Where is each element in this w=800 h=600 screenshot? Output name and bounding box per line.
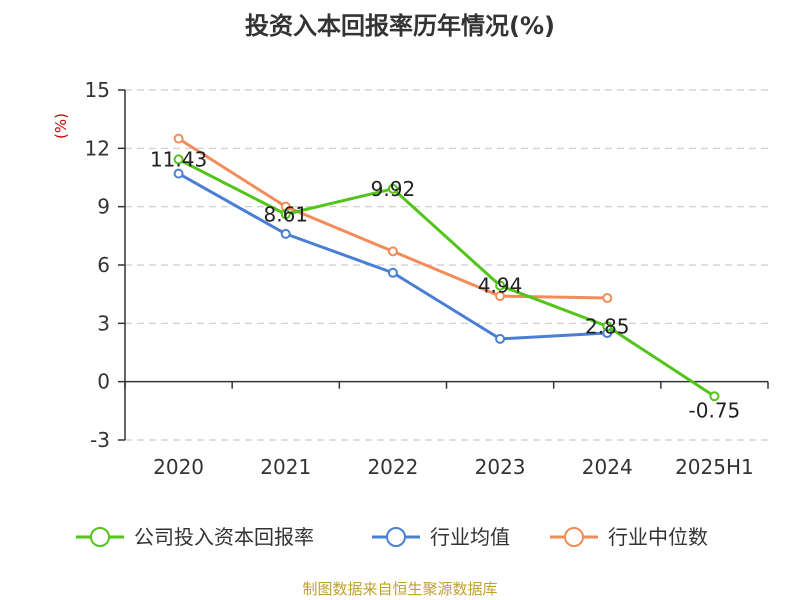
data-label: 9.92 xyxy=(371,177,416,201)
data-label: 2.85 xyxy=(585,314,630,338)
legend-item-0: 公司投入资本回报率 xyxy=(76,525,314,549)
legend-marker xyxy=(564,527,584,547)
legend-marker xyxy=(386,527,406,547)
x-tick-label: 2023 xyxy=(475,455,526,479)
series-0 xyxy=(173,154,720,402)
data-point xyxy=(709,391,720,402)
data-point xyxy=(387,183,398,194)
y-axis-label: (%) xyxy=(52,113,70,139)
data-point xyxy=(602,321,613,332)
data-point xyxy=(602,293,613,304)
x-tick-label: 2024 xyxy=(582,455,633,479)
series-1 xyxy=(173,168,613,344)
data-point xyxy=(280,209,291,220)
legend-label: 公司投入资本回报率 xyxy=(134,525,314,549)
data-label: -0.75 xyxy=(689,398,741,422)
data-labels: 11.43 8.61 9.92 4.94 2.85 -0.75 xyxy=(150,147,740,422)
x-tick-label: 2022 xyxy=(367,455,418,479)
chart-title: 投资入本回报率历年情况(%) xyxy=(245,12,555,40)
data-point xyxy=(387,246,398,257)
data-point xyxy=(173,133,184,144)
data-label: 8.61 xyxy=(263,202,308,226)
data-point xyxy=(495,280,506,291)
legend-item-1: 行业均值 xyxy=(372,525,510,549)
y-tick-label: -3 xyxy=(90,428,110,452)
source-note: 制图数据来自恒生聚源数据库 xyxy=(302,580,497,598)
y-tick-label: 6 xyxy=(97,253,110,277)
data-point xyxy=(495,291,506,302)
data-point xyxy=(495,333,506,344)
x-tick-label: 2025H1 xyxy=(675,455,754,479)
legend: 公司投入资本回报率 行业均值 行业中位数 xyxy=(76,525,708,549)
data-point xyxy=(387,267,398,278)
y-tick-label: 0 xyxy=(97,370,110,394)
series-line xyxy=(177,158,716,398)
y-tick-label: 12 xyxy=(85,136,110,160)
data-point xyxy=(173,168,184,179)
legend-label: 行业均值 xyxy=(430,525,510,549)
axes: 15 12 9 6 3 0 -3 2020 2021 2022 2023 2024 2025H1 xyxy=(85,78,769,479)
y-tick-label: 15 xyxy=(85,78,110,102)
data-label: 11.43 xyxy=(150,147,207,171)
legend-marker xyxy=(90,527,110,547)
y-tick-label: 3 xyxy=(97,311,110,335)
data-point xyxy=(280,228,291,239)
data-point xyxy=(173,154,184,165)
x-tick-label: 2021 xyxy=(260,455,311,479)
data-label: 4.94 xyxy=(478,274,523,298)
series-lines xyxy=(173,133,720,402)
x-tick-label: 2020 xyxy=(153,455,204,479)
legend-item-2: 行业中位数 xyxy=(550,525,708,549)
legend-label: 行业中位数 xyxy=(608,525,708,549)
y-tick-label: 9 xyxy=(97,195,110,219)
